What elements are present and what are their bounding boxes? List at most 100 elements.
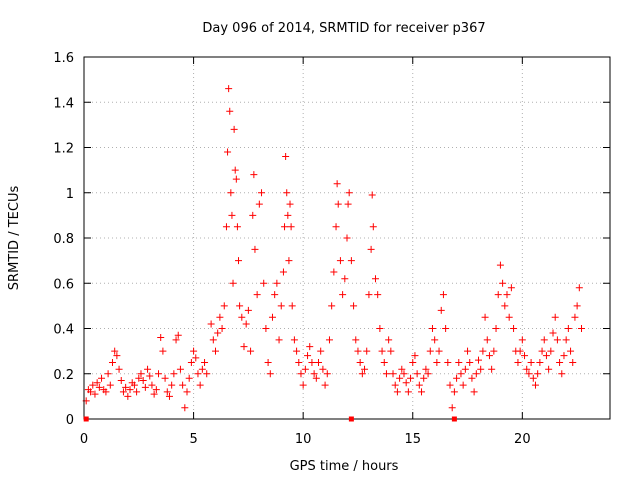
data-point-marker bbox=[297, 370, 305, 378]
data-point-marker bbox=[333, 180, 341, 188]
data-point-marker bbox=[404, 388, 412, 396]
data-point-marker bbox=[170, 370, 178, 378]
data-point-marker bbox=[477, 365, 485, 373]
data-point-marker bbox=[98, 374, 106, 382]
data-point-marker bbox=[501, 302, 509, 310]
data-point-marker bbox=[470, 388, 478, 396]
data-point-marker bbox=[222, 223, 230, 231]
data-point-marker bbox=[290, 336, 298, 344]
data-point-marker bbox=[102, 388, 110, 396]
data-point-marker bbox=[113, 352, 121, 360]
gap-markers bbox=[83, 416, 457, 422]
data-point-marker bbox=[250, 171, 258, 179]
data-point-marker bbox=[496, 261, 504, 269]
data-point-marker bbox=[442, 325, 450, 332]
data-point-marker bbox=[288, 302, 296, 310]
y-tick-label: 1.4 bbox=[53, 96, 74, 111]
data-point-marker bbox=[87, 388, 95, 396]
data-point-marker bbox=[227, 189, 235, 197]
data-point-marker bbox=[155, 370, 163, 378]
data-point-marker bbox=[244, 306, 252, 314]
data-point-marker bbox=[232, 175, 240, 183]
y-tick-label: 1 bbox=[66, 187, 74, 202]
data-point-marker bbox=[133, 388, 141, 396]
data-point-marker bbox=[231, 166, 239, 174]
data-point-marker bbox=[190, 347, 198, 355]
data-point-marker bbox=[371, 275, 379, 283]
data-point-marker bbox=[345, 189, 353, 197]
data-point-marker bbox=[281, 223, 289, 231]
data-point-marker bbox=[514, 358, 522, 366]
data-point-marker bbox=[380, 358, 388, 366]
data-point-marker bbox=[344, 200, 352, 208]
data-point-marker bbox=[285, 257, 293, 265]
data-point-marker bbox=[466, 358, 474, 366]
data-point-marker bbox=[150, 390, 158, 398]
data-point-marker bbox=[104, 370, 112, 378]
data-point-marker bbox=[578, 325, 586, 332]
data-point-marker bbox=[378, 347, 386, 355]
data-point-marker bbox=[422, 365, 430, 373]
gap-marker bbox=[83, 416, 89, 422]
data-point-marker bbox=[505, 313, 513, 321]
data-point-marker bbox=[439, 291, 447, 299]
data-point-marker bbox=[196, 381, 204, 389]
data-point-marker bbox=[144, 365, 152, 373]
data-point-marker bbox=[198, 365, 206, 373]
data-point-marker bbox=[352, 336, 360, 344]
data-point-marker bbox=[490, 347, 498, 355]
data-point-marker bbox=[203, 370, 211, 378]
data-point-marker bbox=[499, 279, 507, 287]
data-point-marker bbox=[271, 291, 279, 299]
data-point-marker bbox=[255, 200, 263, 208]
data-point-marker bbox=[575, 284, 583, 292]
data-point-marker bbox=[321, 381, 329, 389]
data-point-marker bbox=[453, 374, 461, 382]
data-point-marker bbox=[233, 223, 241, 231]
data-point-marker bbox=[472, 370, 480, 378]
data-point-marker bbox=[428, 325, 436, 332]
data-point-marker bbox=[361, 365, 369, 373]
data-point-marker bbox=[293, 347, 301, 355]
data-point-marker bbox=[564, 325, 572, 332]
data-point-marker bbox=[161, 374, 169, 382]
data-point-marker bbox=[374, 291, 382, 299]
x-axis-label: GPS time / hours bbox=[290, 459, 399, 474]
data-point-marker bbox=[214, 329, 222, 337]
data-point-marker bbox=[273, 279, 281, 287]
data-point-marker bbox=[117, 377, 125, 385]
data-point-marker bbox=[209, 336, 217, 344]
data-point-marker bbox=[424, 370, 432, 378]
data-point-marker bbox=[95, 383, 103, 391]
data-point-marker bbox=[126, 386, 134, 394]
data-point-marker bbox=[385, 336, 393, 344]
data-point-marker bbox=[304, 352, 312, 360]
data-point-marker bbox=[420, 374, 428, 382]
data-point-marker bbox=[523, 365, 531, 373]
data-point-marker bbox=[562, 336, 570, 344]
y-tick-label: 0.4 bbox=[53, 323, 74, 338]
data-point-marker bbox=[264, 358, 272, 366]
data-point-marker bbox=[268, 313, 276, 321]
data-point-marker bbox=[212, 347, 219, 355]
data-point-marker bbox=[157, 334, 165, 342]
data-point-marker bbox=[279, 268, 287, 276]
data-point-marker bbox=[108, 358, 116, 366]
data-point-marker bbox=[179, 381, 187, 389]
data-point-marker bbox=[174, 331, 182, 339]
data-point-marker bbox=[483, 336, 491, 344]
data-point-marker bbox=[525, 370, 533, 378]
data-point-marker bbox=[334, 200, 342, 208]
data-point-marker bbox=[192, 354, 200, 362]
data-point-marker bbox=[201, 358, 209, 366]
data-point-marker bbox=[249, 211, 257, 219]
data-point-marker bbox=[312, 374, 320, 382]
data-point-marker bbox=[137, 370, 145, 378]
data-point-marker bbox=[339, 291, 347, 299]
data-point-marker bbox=[228, 211, 236, 219]
grid-lines bbox=[84, 57, 610, 419]
data-point-marker bbox=[518, 336, 526, 344]
x-tick-label: 20 bbox=[514, 432, 531, 447]
data-point-marker bbox=[551, 313, 559, 321]
data-point-marker bbox=[260, 279, 268, 287]
